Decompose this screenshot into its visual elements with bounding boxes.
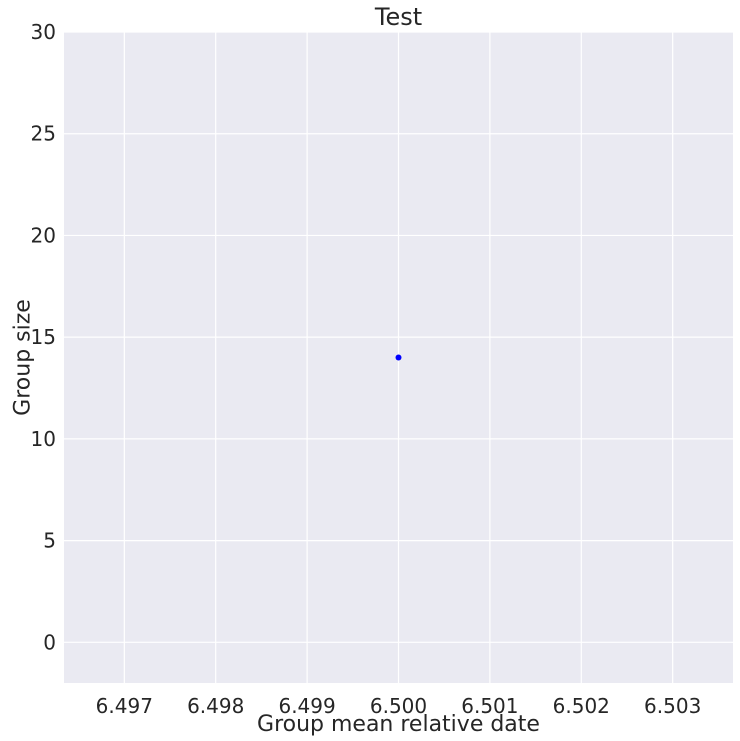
x-gridlines (123, 32, 674, 683)
y-tick-label: 0 (43, 630, 56, 654)
y-gridlines (64, 31, 733, 643)
chart-title: Test (374, 3, 422, 31)
x-tick-label: 6.497 (96, 694, 153, 718)
y-tick-label: 25 (31, 122, 56, 146)
data-points (395, 354, 402, 361)
y-tick-label: 15 (31, 325, 56, 349)
y-tick-labels: 0 5 10 15 20 25 30 (31, 20, 56, 654)
x-tick-label: 6.501 (461, 694, 518, 718)
x-tick-label: 6.500 (370, 694, 427, 718)
y-tick-label: 5 (43, 529, 56, 553)
x-axis-label: Group mean relative date (257, 712, 540, 737)
x-tick-label: 6.498 (187, 694, 244, 718)
y-tick-label: 30 (31, 20, 56, 44)
data-point (395, 354, 402, 361)
y-axis-label: Group size (11, 299, 36, 416)
y-tick-label: 10 (31, 427, 56, 451)
x-tick-label: 6.503 (644, 694, 701, 718)
y-tick-label: 20 (31, 223, 56, 247)
x-tick-label: 6.502 (553, 694, 610, 718)
x-tick-label: 6.499 (278, 694, 335, 718)
x-tick-labels: 6.497 6.498 6.499 6.500 6.501 6.502 6.503 (96, 694, 702, 718)
